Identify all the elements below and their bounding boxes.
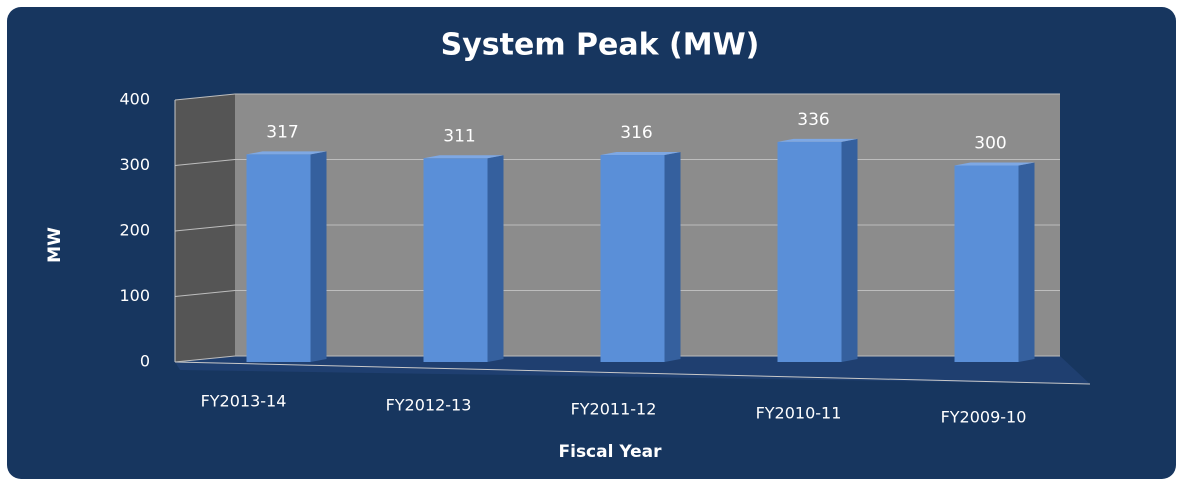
bar-top [246,151,327,155]
y-tick-label: 400 [119,90,150,109]
bar-side [1018,162,1035,362]
y-tick-label: 200 [119,221,150,240]
x-tick-label: FY2011-12 [571,400,657,419]
x-tick-label: FY2012-13 [386,396,472,415]
data-label: 317 [266,122,298,142]
y-axis-label: MW [45,227,65,263]
y-tick-label: 0 [140,352,150,371]
bar-top [600,152,681,156]
grid-line [174,93,1060,101]
bar [423,158,488,362]
y-tick-label: 100 [119,286,150,305]
chart-title: System Peak (MW) [441,28,760,63]
bar-side [310,151,327,362]
data-label: 311 [443,126,475,146]
x-tick-label: FY2013-14 [201,392,287,411]
x-tick-label: FY2009-10 [941,408,1027,427]
bar [600,155,665,362]
data-label: 300 [974,134,1006,154]
bar [246,154,311,362]
bar [777,141,842,362]
bar-top [423,155,504,159]
x-axis-label: Fiscal Year [559,442,663,462]
data-label: 336 [797,110,829,130]
bar-side [841,138,858,362]
bar-top [954,162,1035,166]
bar-side [664,152,681,362]
floor [175,356,1090,384]
floor-edge [174,361,1091,385]
bar-side [487,155,504,362]
y-tick-label: 300 [119,155,150,174]
bar-top [777,138,858,142]
data-label: 316 [620,123,652,143]
bar [954,165,1019,362]
x-tick-label: FY2010-11 [756,404,842,423]
